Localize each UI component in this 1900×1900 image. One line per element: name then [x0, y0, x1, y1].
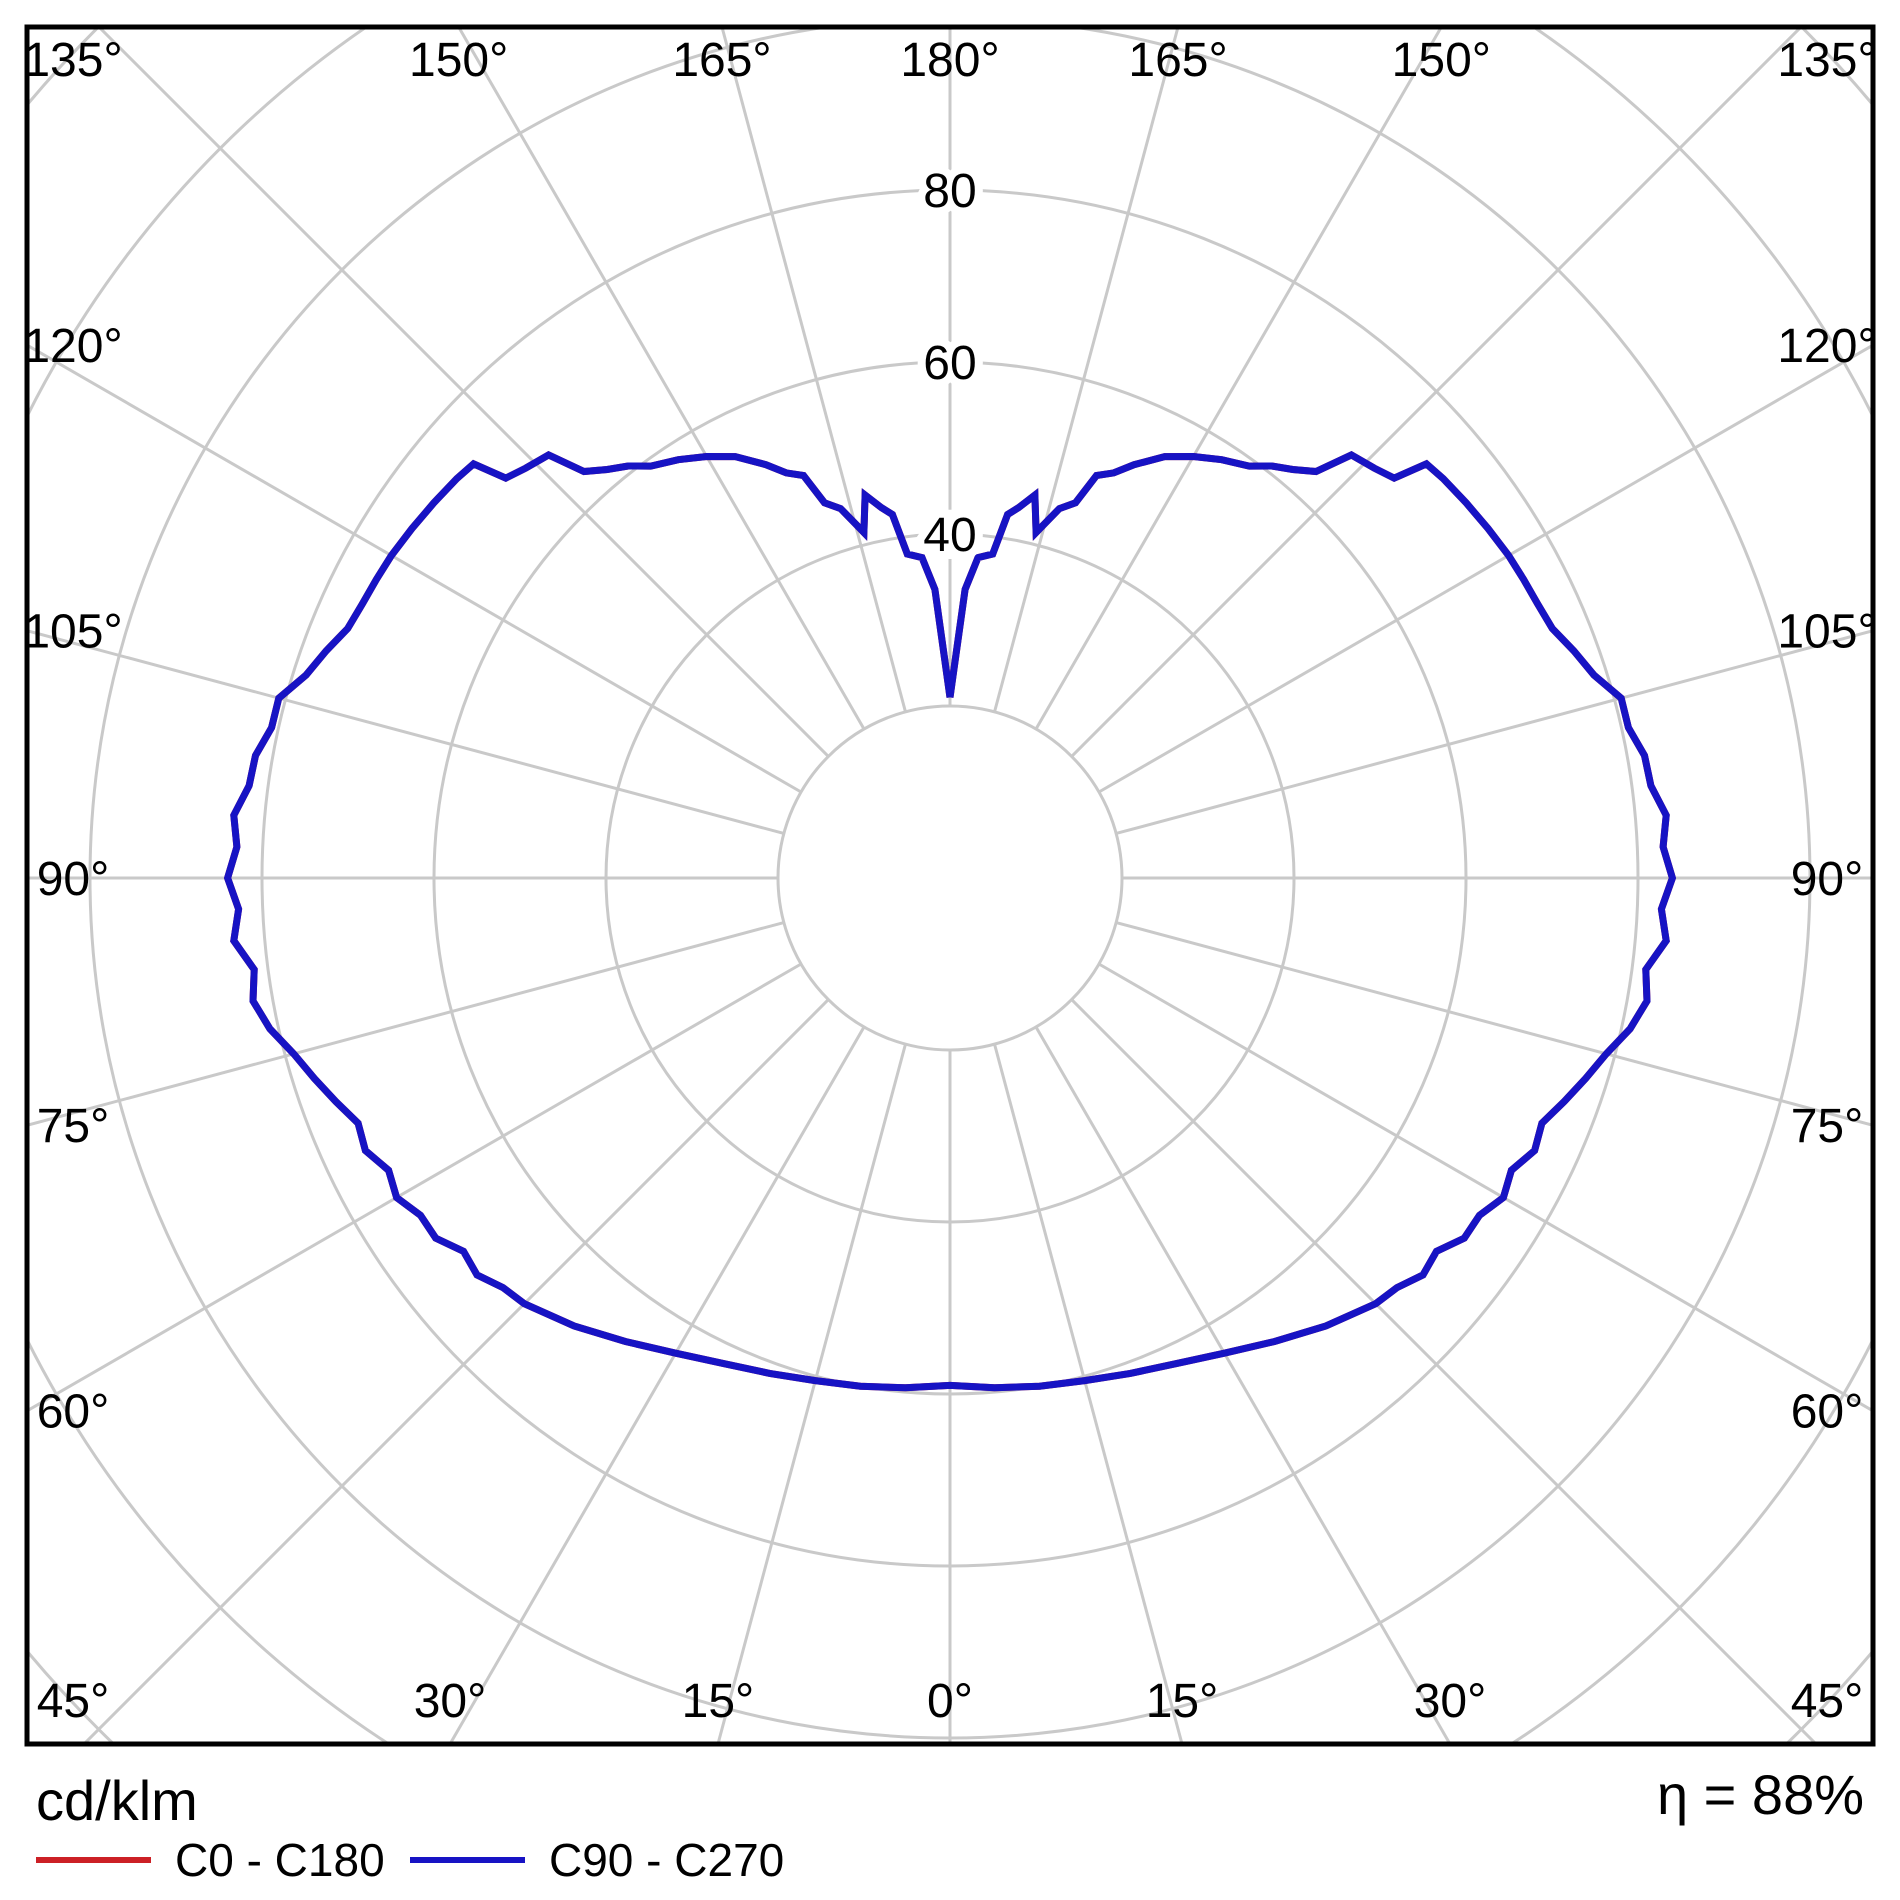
angle-label-15-right: 15°: [1146, 1675, 1219, 1728]
angle-label-60-right: 60°: [1791, 1386, 1864, 1439]
grid-spoke-195: [720, 27, 907, 713]
grid-spoke-15: [993, 1043, 1184, 1744]
angle-label-165-right: 165°: [1128, 34, 1227, 87]
efficiency-label: η = 88%: [1656, 1763, 1864, 1826]
grid-spoke-150: [1034, 27, 1444, 730]
legend-label: C0 - C180: [175, 1834, 385, 1886]
angle-label-105-right: 105°: [1777, 605, 1876, 658]
angle-label-75-right: 75°: [1791, 1100, 1864, 1153]
plot-border: [24, 24, 1876, 1747]
angle-label-135-left: 135°: [23, 34, 122, 87]
angle-label-120-left: 120°: [23, 320, 122, 373]
grid-spoke-210: [456, 27, 866, 730]
unit-label: cd/klm: [36, 1769, 198, 1832]
angle-label-90-left: 90°: [37, 853, 110, 906]
grid-spoke-345: [716, 1043, 907, 1744]
angle-label-15-left: 15°: [682, 1675, 755, 1728]
grid-spoke-105: [1115, 629, 1873, 835]
legend-item-c0-c180: C0 - C180: [36, 1833, 385, 1887]
ring-label-60: 60: [923, 337, 976, 390]
angle-label-45-right: 45°: [1791, 1675, 1864, 1728]
grid-spoke-300: [27, 962, 802, 1413]
grid-spoke-135: [1070, 27, 1804, 758]
grid-spoke-225: [96, 27, 830, 758]
grid-ring-20: [776, 704, 1124, 1052]
angle-label-165-left: 165°: [672, 34, 771, 87]
angle-label-30-right: 30°: [1414, 1675, 1487, 1728]
angle-label-105-left: 105°: [23, 605, 122, 658]
angle-label-30-left: 30°: [414, 1675, 487, 1728]
grid-spoke-45: [1070, 998, 1819, 1744]
grid-spoke-165: [993, 27, 1180, 713]
curve-C90-C270: [223, 451, 1677, 1392]
legend-line-red-icon: [36, 1857, 151, 1863]
legend-label: C90 - C270: [549, 1834, 785, 1886]
grid-spoke-285: [27, 921, 785, 1127]
angle-label-150-right: 150°: [1392, 34, 1491, 87]
grid-spoke-315: [81, 998, 830, 1744]
grid-spoke-75: [1115, 921, 1873, 1127]
grid-spoke-330: [448, 1026, 866, 1744]
angle-label-45-left: 45°: [37, 1675, 110, 1728]
angle-label-120-right: 120°: [1777, 320, 1876, 373]
legend-line-blue-icon: [410, 1857, 525, 1863]
grid-spoke-60: [1098, 962, 1873, 1413]
angle-label-135-right: 135°: [1777, 34, 1876, 87]
ring-label-40: 40: [923, 509, 976, 562]
angle-label-90-right: 90°: [1791, 853, 1864, 906]
grid-spoke-30: [1034, 1026, 1452, 1744]
angle-label-75-left: 75°: [37, 1100, 110, 1153]
angle-label-180-right: 180°: [900, 34, 999, 87]
grid-spoke-255: [27, 629, 785, 835]
grid-spoke-240: [27, 343, 802, 794]
legend-item-c90-c270: C90 - C270: [410, 1833, 784, 1887]
angle-label-60-left: 60°: [37, 1386, 110, 1439]
grid-spoke-120: [1098, 343, 1873, 794]
angle-label-150-left: 150°: [409, 34, 508, 87]
ring-label-80: 80: [923, 165, 976, 218]
angle-label-0-right: 0°: [927, 1675, 973, 1728]
